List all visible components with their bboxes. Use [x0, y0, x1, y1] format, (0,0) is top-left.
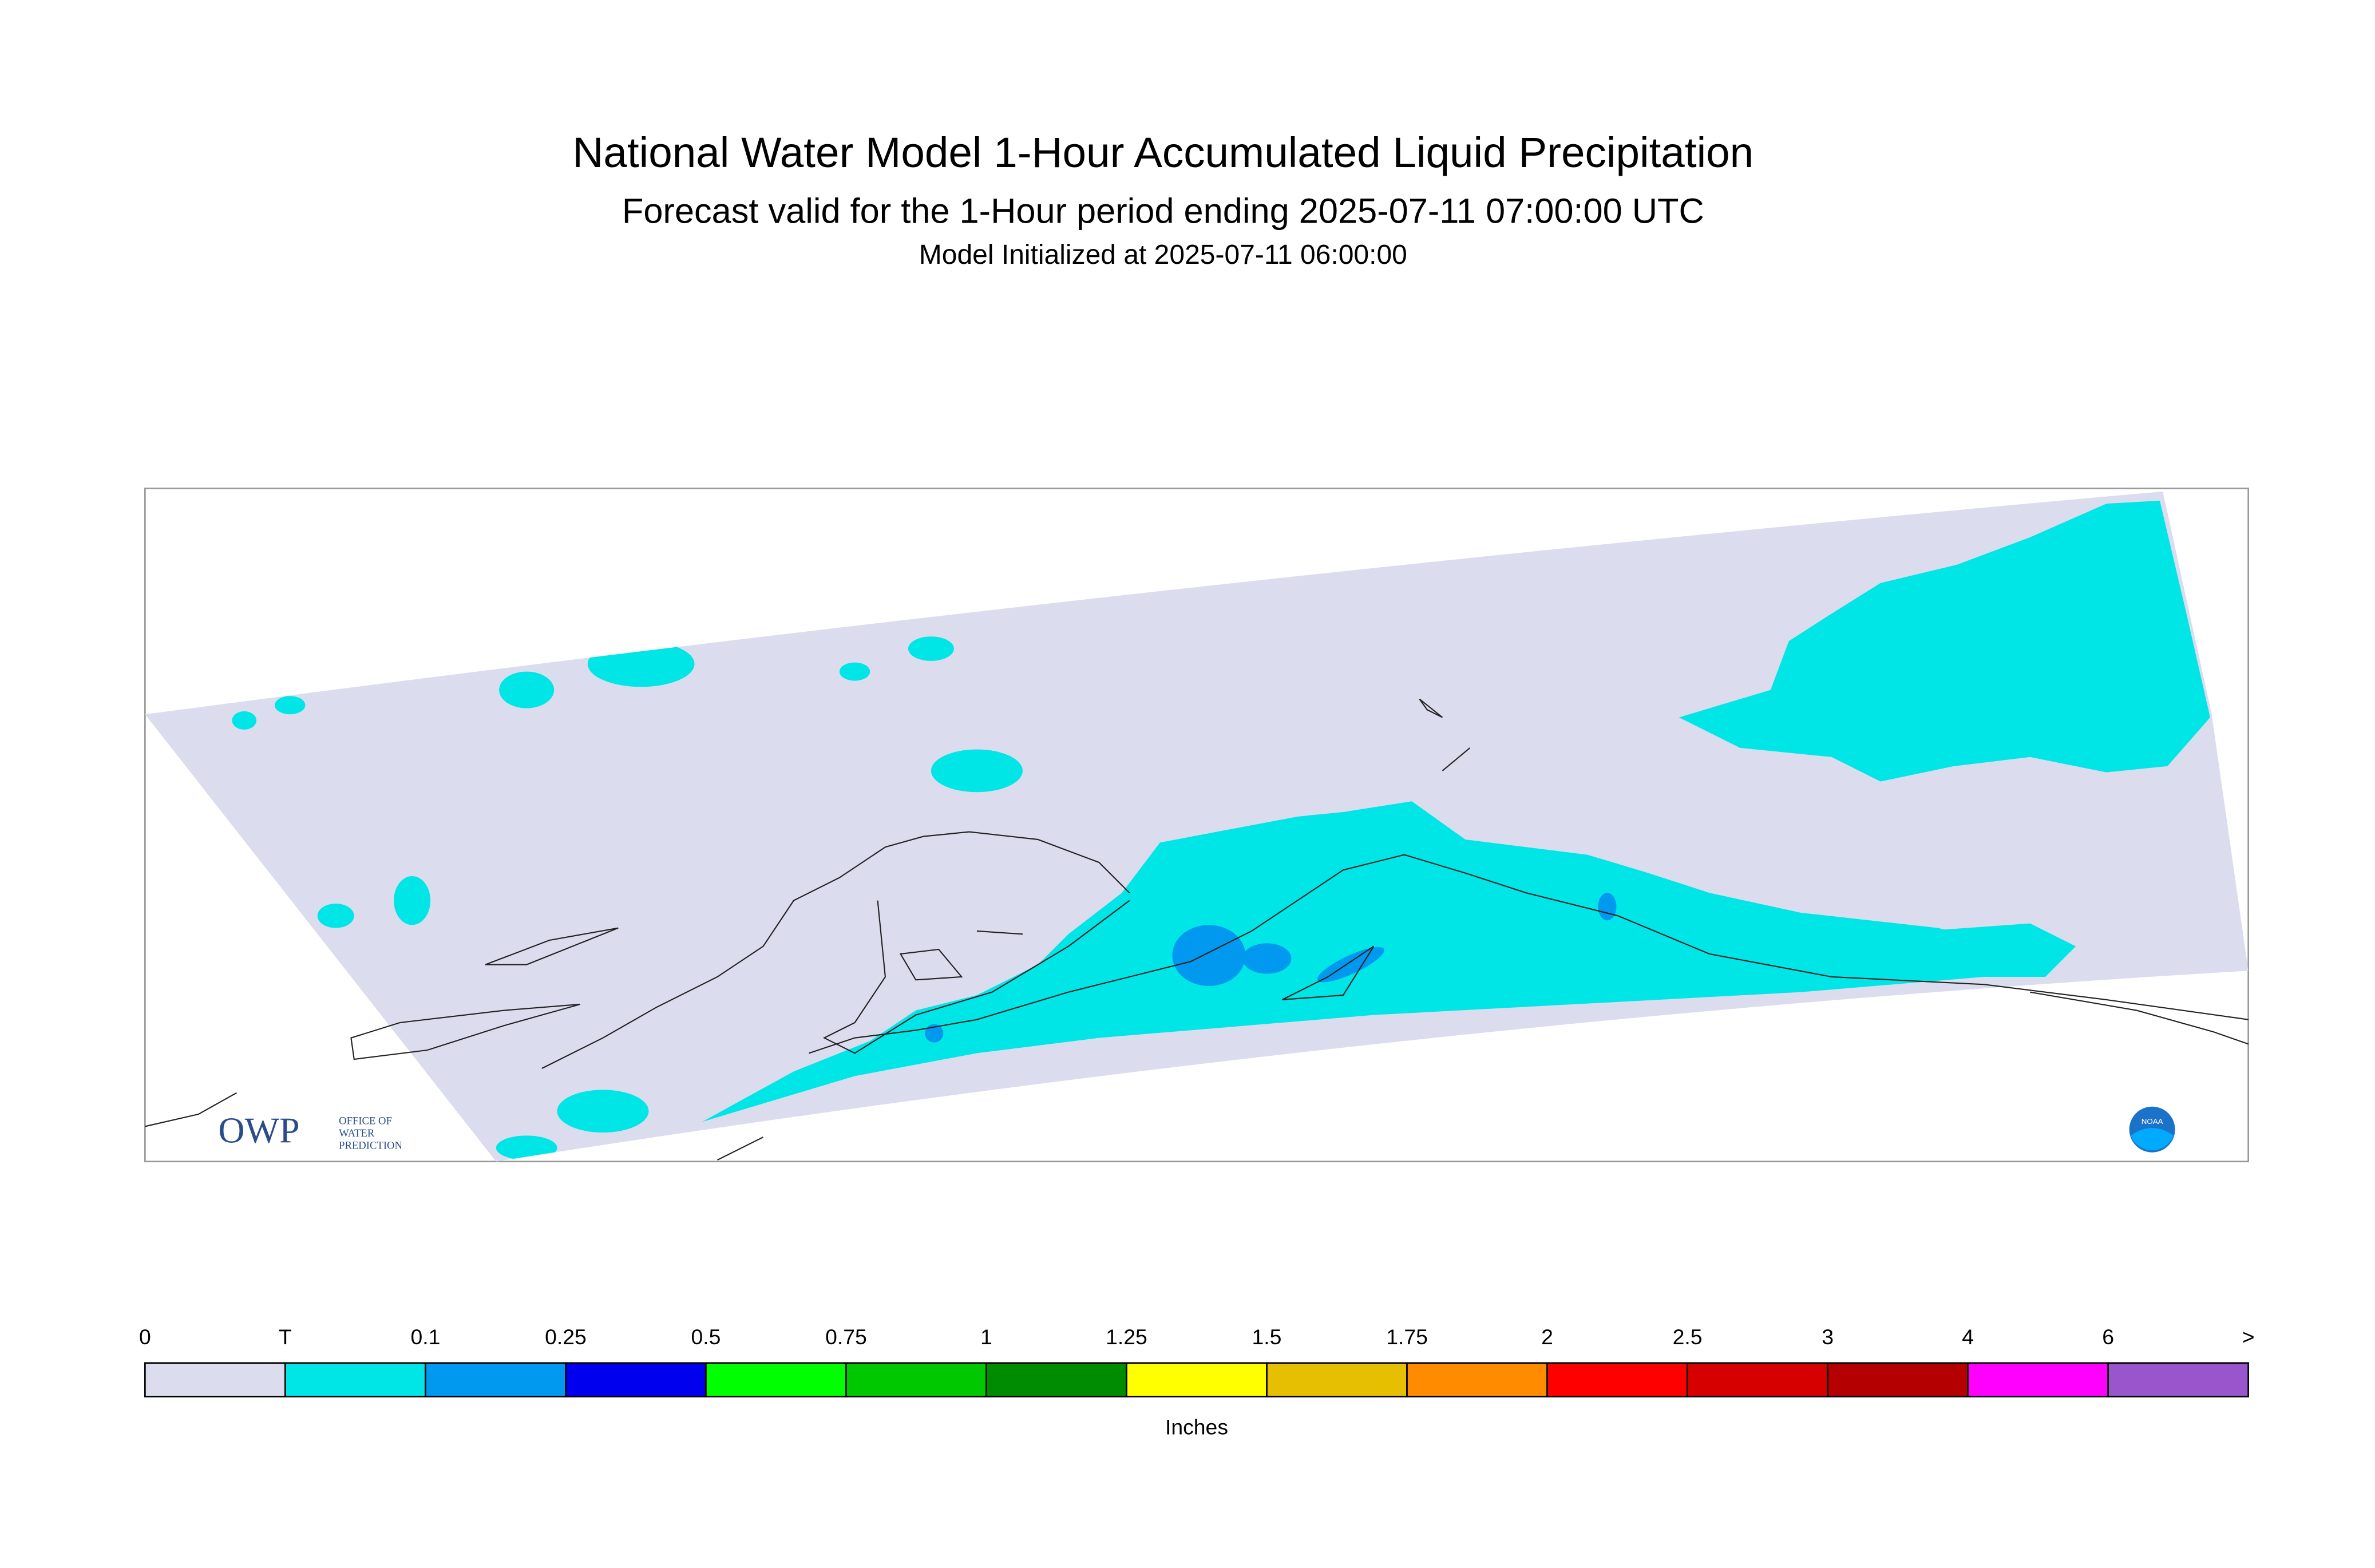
noaa-text: NOAA — [2142, 1117, 2163, 1126]
legend-label: 6 — [2102, 1325, 2114, 1349]
owp-text: OWP — [218, 1110, 299, 1150]
legend-swatch — [1126, 1362, 1268, 1397]
legend-swatch — [2107, 1362, 2249, 1397]
legend: Inches 0 T 0.1 0.25 0.5 0.75 1 1.25 1.5 1.75 2 2.5 3… — [139, 1325, 2255, 1439]
legend-label: 1.25 — [1106, 1325, 1147, 1349]
legend-label: 1.5 — [1252, 1325, 1282, 1349]
init-time: Model Initialized at 2025-07-11 06:00:00 — [919, 240, 1407, 270]
coastlines — [145, 698, 2249, 1161]
legend-swatch — [985, 1362, 1127, 1397]
legend-label: T — [279, 1325, 292, 1349]
legend-swatch — [425, 1362, 567, 1397]
legend-label: 0.5 — [691, 1325, 721, 1349]
subtitle: Forecast valid for the 1-Hour period end… — [622, 191, 1704, 231]
legend-label: > — [2242, 1325, 2255, 1349]
legend-label: 0.1 — [410, 1325, 440, 1349]
owp-name: OFFICE OF — [339, 1115, 392, 1127]
owp-logo: OWP OFFICE OF WATER PREDICTION — [218, 1110, 402, 1151]
legend-label: 2.5 — [1673, 1325, 1703, 1349]
legend-swatch — [284, 1362, 426, 1397]
legend-label: 4 — [1962, 1325, 1974, 1349]
noaa-wave — [2131, 1128, 2174, 1151]
legend-label: 3 — [1822, 1325, 1834, 1349]
owp-name: WATER — [339, 1127, 375, 1139]
legend-unit: Inches — [1165, 1415, 1228, 1439]
legend-label: 0.75 — [825, 1325, 867, 1349]
legend-swatch — [1687, 1362, 1828, 1397]
map — [144, 488, 2249, 1163]
legend-swatch — [1546, 1362, 1688, 1397]
legend-swatch — [845, 1362, 987, 1397]
legend-label: 0.25 — [545, 1325, 587, 1349]
legend-swatch — [1967, 1362, 2109, 1397]
legend-swatch — [1406, 1362, 1548, 1397]
legend-label: 2 — [1541, 1325, 1553, 1349]
owp-name: PREDICTION — [339, 1139, 402, 1151]
legend-label: 1 — [980, 1325, 992, 1349]
legend-label: 0 — [139, 1325, 151, 1349]
legend-swatch — [1827, 1362, 1969, 1397]
legend-swatch — [144, 1362, 286, 1397]
legend-label: 1.75 — [1386, 1325, 1428, 1349]
legend-swatch — [1266, 1362, 1408, 1397]
legend-swatch — [705, 1362, 847, 1397]
title: National Water Model 1-Hour Accumulated … — [572, 128, 1753, 176]
legend-swatch — [565, 1362, 707, 1397]
noaa-logo: NOAA — [2129, 1106, 2175, 1153]
